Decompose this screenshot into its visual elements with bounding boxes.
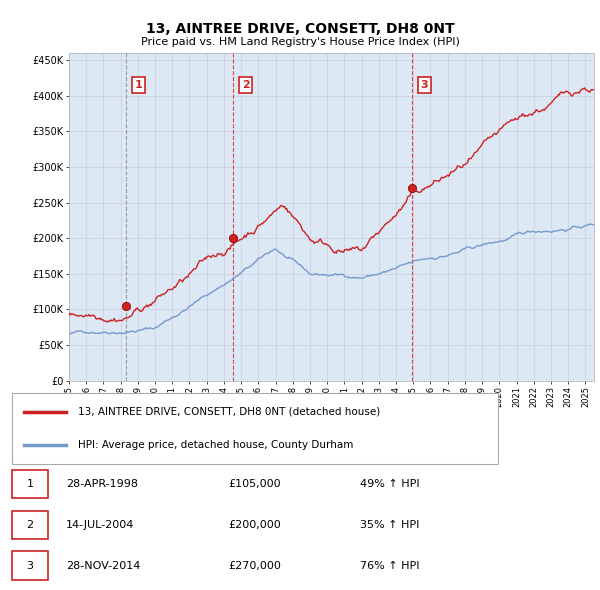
Text: 49% ↑ HPI: 49% ↑ HPI [360, 479, 419, 489]
Text: 35% ↑ HPI: 35% ↑ HPI [360, 520, 419, 530]
Text: 2: 2 [26, 520, 34, 530]
Text: 3: 3 [26, 560, 34, 571]
Text: 1: 1 [26, 479, 34, 489]
Text: £105,000: £105,000 [228, 479, 281, 489]
Text: £200,000: £200,000 [228, 520, 281, 530]
Text: 76% ↑ HPI: 76% ↑ HPI [360, 560, 419, 571]
Text: HPI: Average price, detached house, County Durham: HPI: Average price, detached house, Coun… [78, 440, 353, 450]
Text: 14-JUL-2004: 14-JUL-2004 [66, 520, 134, 530]
Text: 28-NOV-2014: 28-NOV-2014 [66, 560, 140, 571]
Text: £270,000: £270,000 [228, 560, 281, 571]
Text: 13, AINTREE DRIVE, CONSETT, DH8 0NT: 13, AINTREE DRIVE, CONSETT, DH8 0NT [146, 22, 454, 37]
Bar [12, 470, 48, 499]
Text: 1: 1 [135, 80, 143, 90]
Bar [12, 510, 48, 539]
Text: 28-APR-1998: 28-APR-1998 [66, 479, 138, 489]
Bar [12, 551, 48, 580]
Text: 2: 2 [242, 80, 250, 90]
Text: 13, AINTREE DRIVE, CONSETT, DH8 0NT (detached house): 13, AINTREE DRIVE, CONSETT, DH8 0NT (det… [78, 407, 380, 417]
Bar [12, 392, 498, 464]
Text: 3: 3 [421, 80, 428, 90]
Text: Price paid vs. HM Land Registry's House Price Index (HPI): Price paid vs. HM Land Registry's House … [140, 37, 460, 47]
